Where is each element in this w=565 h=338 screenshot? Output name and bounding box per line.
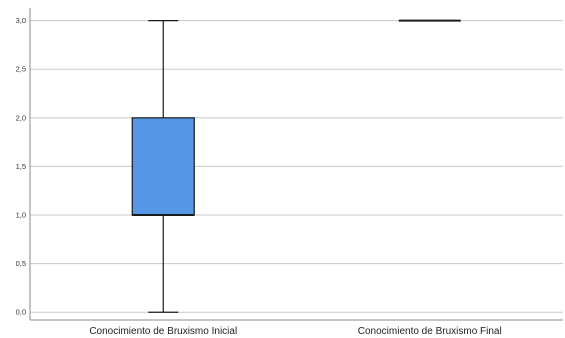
x-category-label: Conocimiento de Bruxismo Inicial [89, 326, 237, 337]
x-category-label: Conocimiento de Bruxismo Final [358, 326, 502, 337]
y-tick-labels: 0,0 0,5 1,0 1,5 2,0 2,5 3,0 [16, 16, 26, 317]
box-group [131, 20, 195, 313]
y-tick-label: 1,0 [16, 211, 26, 220]
y-tick-label: 2,5 [16, 65, 26, 74]
boxes [131, 19, 461, 313]
axes [29, 8, 563, 321]
y-tick-label: 0,0 [16, 308, 26, 317]
y-tick-label: 2,0 [16, 113, 26, 122]
x-category-labels: Conocimiento de Bruxismo Inicial Conocimi… [89, 326, 501, 337]
y-tick-label: 3,0 [16, 16, 26, 25]
y-tick-label: 0,5 [16, 259, 26, 268]
gridlines [30, 20, 563, 313]
iqr-box [131, 117, 195, 216]
y-tick-label: 1,5 [16, 162, 26, 171]
